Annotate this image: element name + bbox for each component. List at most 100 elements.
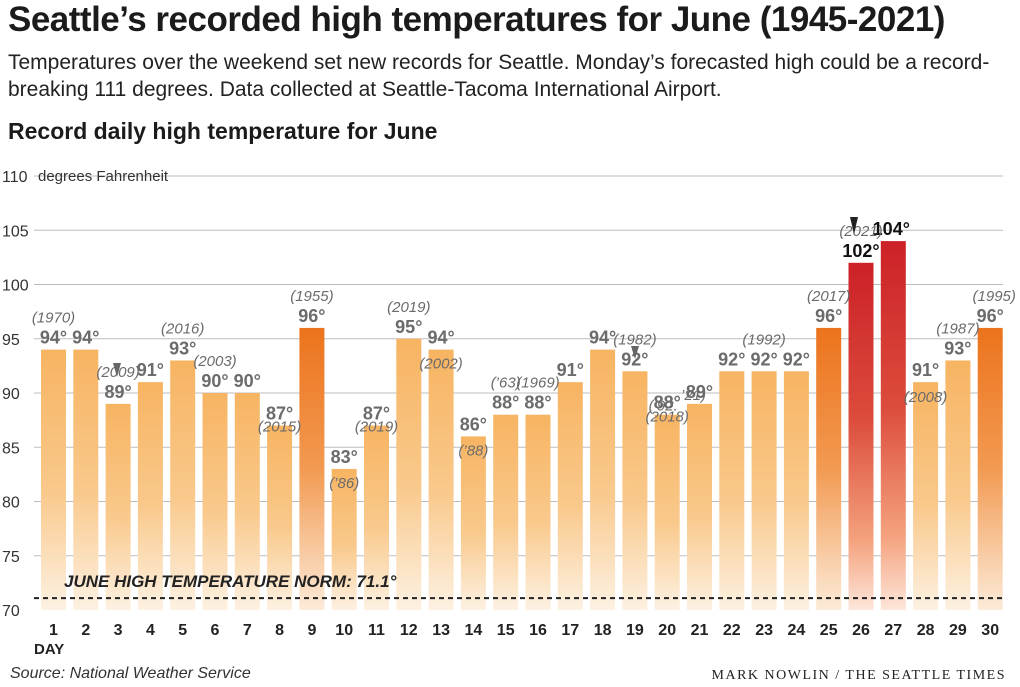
value-label-day-3: 89°	[104, 382, 131, 402]
year-label-day-13: (2002)	[419, 356, 462, 373]
x-tick-label: 12	[400, 622, 418, 639]
bars	[41, 241, 1003, 610]
pointer-arrow-day-19	[631, 346, 639, 359]
year-label-day-25: (2017)	[807, 288, 850, 305]
value-label-day-10: 83°	[331, 447, 358, 467]
bar-day-11	[364, 425, 389, 610]
x-tick-label: 26	[852, 622, 870, 639]
value-label-day-17: 91°	[557, 360, 584, 380]
x-tick-label: 8	[275, 622, 284, 639]
x-tick-label: 2	[81, 622, 90, 639]
value-label-day-29: 93°	[944, 338, 971, 358]
x-tick-label: 23	[755, 622, 773, 639]
value-label-day-18: 94°	[589, 328, 616, 348]
bar-day-21	[687, 403, 712, 610]
year-label-day-9: (1955)	[290, 288, 333, 305]
value-label-day-6: 90°	[201, 371, 228, 391]
bar-day-25	[816, 327, 842, 610]
x-tick-label: 17	[561, 622, 579, 639]
x-tick-label: 9	[307, 622, 316, 639]
year-label-day-20: (2018)	[646, 409, 689, 426]
value-label-day-4: 91°	[137, 360, 164, 380]
y-tick-label: 70	[2, 603, 20, 620]
value-label-day-19: 92°	[621, 349, 648, 369]
credit-line: MARK NOWLIN / THE SEATTLE TIMES	[711, 668, 1006, 683]
bar-day-4	[137, 382, 163, 610]
x-axis-title: DAY	[34, 641, 64, 658]
value-label-day-21: 89°	[686, 382, 713, 402]
bar-day-3	[105, 403, 131, 610]
bar-day-19	[622, 371, 648, 610]
bar-day-14	[460, 436, 486, 610]
bar-day-6	[202, 393, 228, 610]
year-label-day-23: (1992)	[742, 331, 785, 348]
value-label-day-24: 92°	[783, 349, 810, 369]
y-tick-label: 75	[2, 549, 20, 566]
value-label-day-8: 87°	[266, 404, 293, 424]
chart-main-title: Seattle’s recorded high temperatures for…	[8, 0, 945, 39]
value-label-day-25: 96°	[815, 306, 842, 326]
value-label-day-15: 88°	[492, 393, 519, 413]
x-tick-label: 18	[594, 622, 612, 639]
year-label-day-6: (2003)	[193, 353, 236, 370]
value-label-day-13: 94°	[427, 328, 454, 348]
value-label-day-1: 94°	[40, 328, 67, 348]
bar-day-7	[234, 393, 260, 610]
x-tick-label: 24	[788, 622, 806, 639]
year-label-day-29: (1987)	[936, 320, 979, 337]
value-label-day-16: 88°	[524, 393, 551, 413]
year-label-day-28: (2008)	[904, 389, 947, 406]
bar-day-24	[783, 371, 809, 610]
year-label-day-26: (2021)	[839, 223, 882, 240]
year-label-day-21: ’21)	[681, 387, 706, 404]
year-label-day-14: (’88)	[458, 442, 488, 459]
y-axis-ticks: 70 75 80 85 90 95 100 105 110	[2, 169, 29, 620]
norm-label: JUNE HIGH TEMPERATURE NORM: 71.1°	[64, 572, 397, 591]
year-label-day-15: (’63)	[491, 375, 521, 392]
pointer-arrow-day-3	[113, 363, 121, 377]
bar-day-22	[719, 371, 745, 610]
x-tick-label: 15	[497, 622, 515, 639]
x-tick-label: 11	[368, 622, 385, 639]
value-label-day-20: 88°	[654, 393, 681, 413]
y-tick-label: 105	[2, 223, 29, 240]
y-tick-label: 90	[2, 386, 20, 403]
value-label-day-22: 92°	[718, 349, 745, 369]
bar-day-23	[751, 371, 777, 610]
x-tick-label: 10	[335, 622, 353, 639]
y-tick-label: 80	[2, 495, 20, 512]
year-label-day-10: (’86)	[329, 475, 359, 492]
x-tick-label: 1	[49, 622, 58, 639]
bar-day-2	[73, 349, 99, 610]
value-label-day-7: 90°	[234, 371, 261, 391]
y-tick-label: 110	[2, 169, 28, 186]
bar-day-16	[525, 414, 551, 610]
y-tick-label: 85	[2, 440, 20, 457]
x-tick-label: 4	[146, 622, 155, 639]
chart-title: Record daily high temperature for June	[8, 118, 438, 144]
source-note: Source: National Weather Service	[10, 665, 251, 682]
bar-day-8	[267, 425, 293, 610]
bar-day-28	[913, 382, 939, 610]
x-axis-ticks: 1 2 3 4 5 6 7 8 9 10 11 12 13 14 15 16 17 18 19 20 21 22 23 24 2…	[49, 622, 999, 639]
x-tick-label: 29	[949, 622, 967, 639]
value-label-day-14: 86°	[460, 414, 487, 434]
value-label-day-23: 92°	[750, 349, 777, 369]
x-tick-label: 19	[626, 622, 644, 639]
bar-day-10	[331, 468, 357, 610]
x-tick-label: 22	[723, 622, 741, 639]
year-label-day-20: (’92.	[649, 398, 678, 415]
bar-day-15	[493, 414, 519, 610]
bar-day-12	[396, 338, 422, 610]
bar-day-20	[654, 414, 680, 610]
y-tick-label: 95	[2, 332, 20, 349]
bar-day-26	[848, 262, 874, 610]
x-tick-label: 27	[884, 622, 902, 639]
value-label-day-11: 87°	[363, 404, 390, 424]
value-label-day-27: 104°	[873, 219, 910, 239]
x-tick-label: 28	[917, 622, 935, 639]
value-label-day-28: 91°	[912, 360, 939, 380]
year-label-day-12: (2019)	[387, 299, 430, 316]
value-labels: 94° 94°89°91°93°90° 90°87°96°83°87°95°94°8…	[40, 219, 1004, 467]
